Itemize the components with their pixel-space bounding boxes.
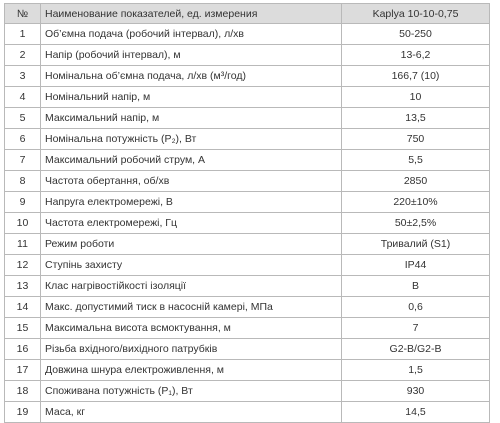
row-number-cell: 8 — [4, 170, 41, 192]
row-number-cell: 15 — [4, 317, 41, 339]
parameter-value-cell: 5,5 — [341, 149, 490, 171]
parameter-name-cell: Маса, кг — [40, 401, 342, 423]
parameter-value-cell: 13-6,2 — [341, 44, 490, 66]
row-number-cell: 4 — [4, 86, 41, 108]
parameter-name-cell: Номінальний напір, м — [40, 86, 342, 108]
parameter-value-cell: 166,7 (10) — [341, 65, 490, 87]
row-number-cell: 3 — [4, 65, 41, 87]
parameter-name-cell: Максимальна висота всмоктування, м — [40, 317, 342, 339]
table-row: 11 Режим роботи Тривалий (S1) — [4, 233, 490, 255]
table-row: 6 Номінальна потужність (P₂), Вт 750 — [4, 128, 490, 150]
parameter-value-cell: 1,5 — [341, 359, 490, 381]
table-row: 9 Напруга електромережі, В 220±10% — [4, 191, 490, 213]
row-number-cell: 7 — [4, 149, 41, 171]
parameter-value-cell: 50±2,5% — [341, 212, 490, 234]
row-number-cell: 19 — [4, 401, 41, 423]
table-row: 7 Максимальний робочий струм, А 5,5 — [4, 149, 490, 171]
table-row: 18 Споживана потужність (P₁), Вт 930 — [4, 380, 490, 402]
parameter-name-cell: Номінальна потужність (P₂), Вт — [40, 128, 342, 150]
parameter-name-cell: Максимальний робочий струм, А — [40, 149, 342, 171]
spec-table-container: № Наименование показателей, ед. измерени… — [4, 3, 490, 423]
table-row: 3 Номінальна об’ємна подача, л/хв (м³/год… — [4, 65, 490, 87]
row-number-cell: 6 — [4, 128, 41, 150]
column-header-model: Kaplya 10-10-0,75 — [341, 3, 490, 24]
parameter-name-cell: Максимальний напір, м — [40, 107, 342, 129]
table-row: 4 Номінальний напір, м 10 — [4, 86, 490, 108]
table-row: 16 Різьба вхідного/вихідного патрубків G2-… — [4, 338, 490, 360]
table-header-row: № Наименование показателей, ед. измерени… — [4, 3, 490, 24]
parameter-name-cell: Об’ємна подача (робочий інтервал), л/хв — [40, 23, 342, 45]
parameter-name-cell: Частота обертання, об/хв — [40, 170, 342, 192]
parameter-value-cell: 2850 — [341, 170, 490, 192]
table-row: 1 Об’ємна подача (робочий інтервал), л/хв… — [4, 23, 490, 45]
parameter-value-cell: Тривалий (S1) — [341, 233, 490, 255]
parameter-name-cell: Різьба вхідного/вихідного патрубків — [40, 338, 342, 360]
parameter-name-cell: Напруга електромережі, В — [40, 191, 342, 213]
table-row: 19 Маса, кг 14,5 — [4, 401, 490, 423]
parameter-name-cell: Ступінь захисту — [40, 254, 342, 276]
parameter-value-cell: B — [341, 275, 490, 297]
parameter-name-cell: Клас нагрівостійкості ізоляції — [40, 275, 342, 297]
parameter-name-cell: Споживана потужність (P₁), Вт — [40, 380, 342, 402]
row-number-cell: 18 — [4, 380, 41, 402]
table-row: 2 Напір (робочий інтервал), м 13-6,2 — [4, 44, 490, 66]
row-number-cell: 1 — [4, 23, 41, 45]
parameter-value-cell: 13,5 — [341, 107, 490, 129]
parameter-value-cell: 930 — [341, 380, 490, 402]
parameter-name-cell: Номінальна об’ємна подача, л/хв (м³/год) — [40, 65, 342, 87]
table-row: 12 Ступінь захисту IP44 — [4, 254, 490, 276]
parameter-name-cell: Макс. допустимий тиск в насосній камері,… — [40, 296, 342, 318]
table-row: 8 Частота обертання, об/хв 2850 — [4, 170, 490, 192]
row-number-cell: 16 — [4, 338, 41, 360]
row-number-cell: 11 — [4, 233, 41, 255]
row-number-cell: 14 — [4, 296, 41, 318]
row-number-cell: 13 — [4, 275, 41, 297]
parameter-name-cell: Режим роботи — [40, 233, 342, 255]
row-number-cell: 9 — [4, 191, 41, 213]
parameter-value-cell: 7 — [341, 317, 490, 339]
row-number-cell: 12 — [4, 254, 41, 276]
row-number-cell: 17 — [4, 359, 41, 381]
parameter-value-cell: 750 — [341, 128, 490, 150]
parameter-name-cell: Довжина шнура електроживлення, м — [40, 359, 342, 381]
parameter-name-cell: Частота електромережі, Гц — [40, 212, 342, 234]
table-row: 17 Довжина шнура електроживлення, м 1,5 — [4, 359, 490, 381]
row-number-cell: 2 — [4, 44, 41, 66]
table-row: 14 Макс. допустимий тиск в насосній камер… — [4, 296, 490, 318]
column-header-number: № — [4, 3, 41, 24]
parameter-value-cell: 0,6 — [341, 296, 490, 318]
table-row: 13 Клас нагрівостійкості ізоляції B — [4, 275, 490, 297]
table-row: 10 Частота електромережі, Гц 50±2,5% — [4, 212, 490, 234]
parameter-value-cell: 14,5 — [341, 401, 490, 423]
table-row: 5 Максимальний напір, м 13,5 — [4, 107, 490, 129]
parameter-value-cell: G2-B/G2-B — [341, 338, 490, 360]
row-number-cell: 10 — [4, 212, 41, 234]
parameter-value-cell: IP44 — [341, 254, 490, 276]
table-body: 1 Об’ємна подача (робочий інтервал), л/хв… — [4, 23, 490, 423]
row-number-cell: 5 — [4, 107, 41, 129]
parameter-value-cell: 220±10% — [341, 191, 490, 213]
spec-table: № Наименование показателей, ед. измерени… — [4, 3, 490, 423]
column-header-parameter: Наименование показателей, ед. измерения — [40, 3, 342, 24]
parameter-value-cell: 50-250 — [341, 23, 490, 45]
parameter-name-cell: Напір (робочий інтервал), м — [40, 44, 342, 66]
parameter-value-cell: 10 — [341, 86, 490, 108]
